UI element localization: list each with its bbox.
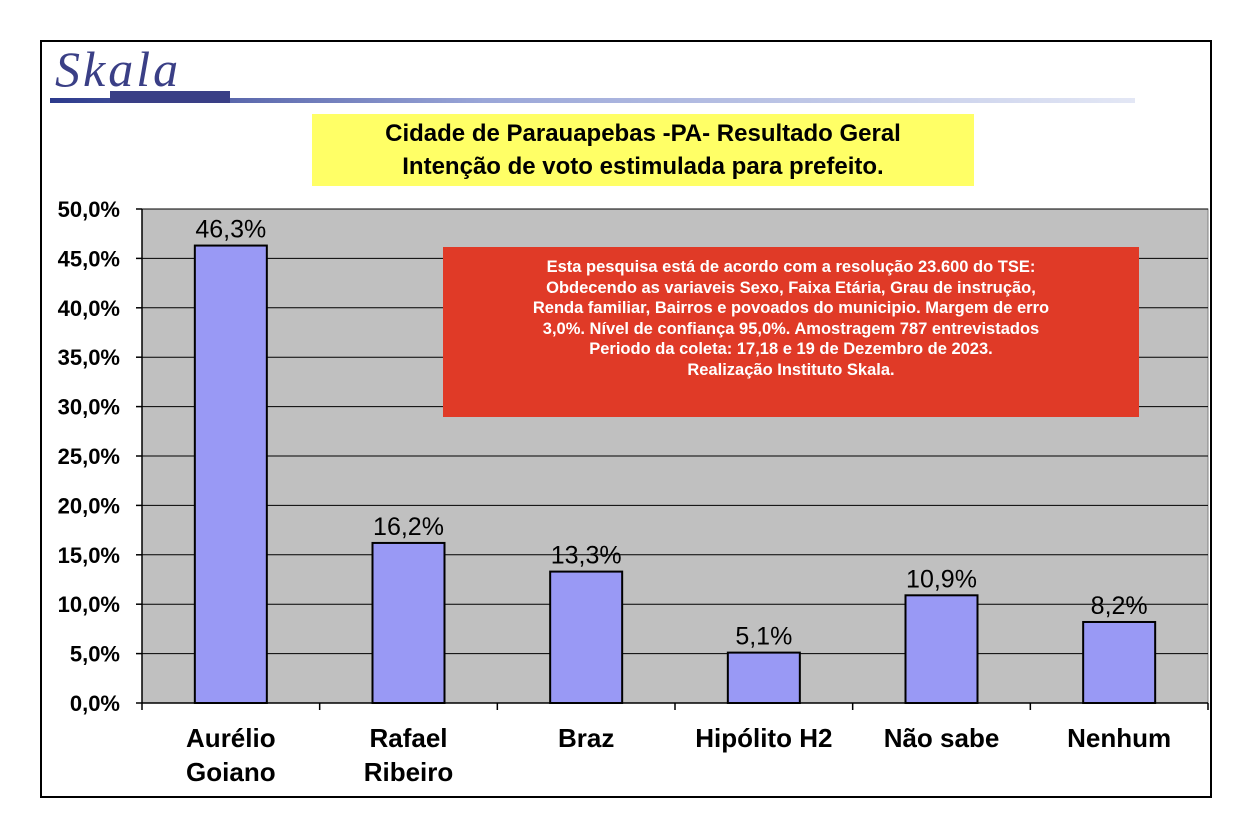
chart-title: Cidade de Parauapebas -PA- Resultado Ger… (385, 120, 901, 147)
category-label: Goiano (186, 757, 276, 787)
category-label: Aurélio (186, 723, 276, 753)
category-label: Braz (558, 723, 614, 753)
y-tick-label: 0,0% (70, 691, 120, 716)
data-label: 5,1% (735, 623, 792, 651)
y-tick-label: 40,0% (58, 296, 120, 321)
y-tick-label: 25,0% (58, 444, 120, 469)
category-label: Hipólito H2 (695, 723, 832, 753)
bar (371, 541, 446, 704)
methodology-note: Esta pesquisa está de acordo com a resol… (443, 247, 1139, 417)
bar (1082, 620, 1157, 705)
note-line: Obdecendo as variaveis Sexo, Faixa Etári… (546, 278, 1036, 297)
y-tick-label: 10,0% (58, 592, 120, 617)
bar (193, 244, 268, 704)
note-line: Realização Instituto Skala. (687, 360, 895, 379)
y-tick-label: 5,0% (70, 642, 120, 667)
y-tick-label: 45,0% (58, 246, 120, 271)
data-label: 10,9% (906, 565, 977, 593)
data-label: 8,2% (1091, 592, 1148, 620)
y-tick-label: 15,0% (58, 543, 120, 568)
y-tick-label: 30,0% (58, 395, 120, 420)
data-label: 16,2% (373, 513, 444, 541)
bar (904, 594, 979, 704)
chart-subtitle: Intenção de voto estimulada para prefeit… (402, 153, 884, 180)
data-label: 13,3% (551, 542, 622, 570)
y-tick-label: 50,0% (58, 197, 120, 222)
note-line: Esta pesquisa está de acordo com a resol… (546, 258, 1036, 276)
y-tick-label: 35,0% (58, 345, 120, 370)
skala-logo: Skala (55, 41, 182, 97)
category-label: Nenhum (1067, 723, 1171, 753)
bar (726, 651, 801, 704)
category-label: Ribeiro (364, 757, 454, 787)
category-label: Não sabe (884, 723, 1000, 753)
note-line: Renda familiar, Bairros e povoados do mu… (532, 299, 1050, 317)
y-tick-label: 20,0% (58, 493, 120, 518)
note-line: Periodo da coleta: 17,18 e 19 de Dezembr… (589, 340, 993, 358)
chart-title-box: Cidade de Parauapebas -PA- Resultado Ger… (312, 114, 974, 186)
data-label: 46,3% (195, 216, 266, 244)
note-line: 3,0%. Nível de confiança 95,0%. Amostrag… (542, 319, 1040, 338)
category-label: Rafael (369, 723, 447, 753)
bar (549, 570, 624, 705)
logo-tagline (110, 91, 230, 103)
logo-divider (50, 98, 1135, 103)
